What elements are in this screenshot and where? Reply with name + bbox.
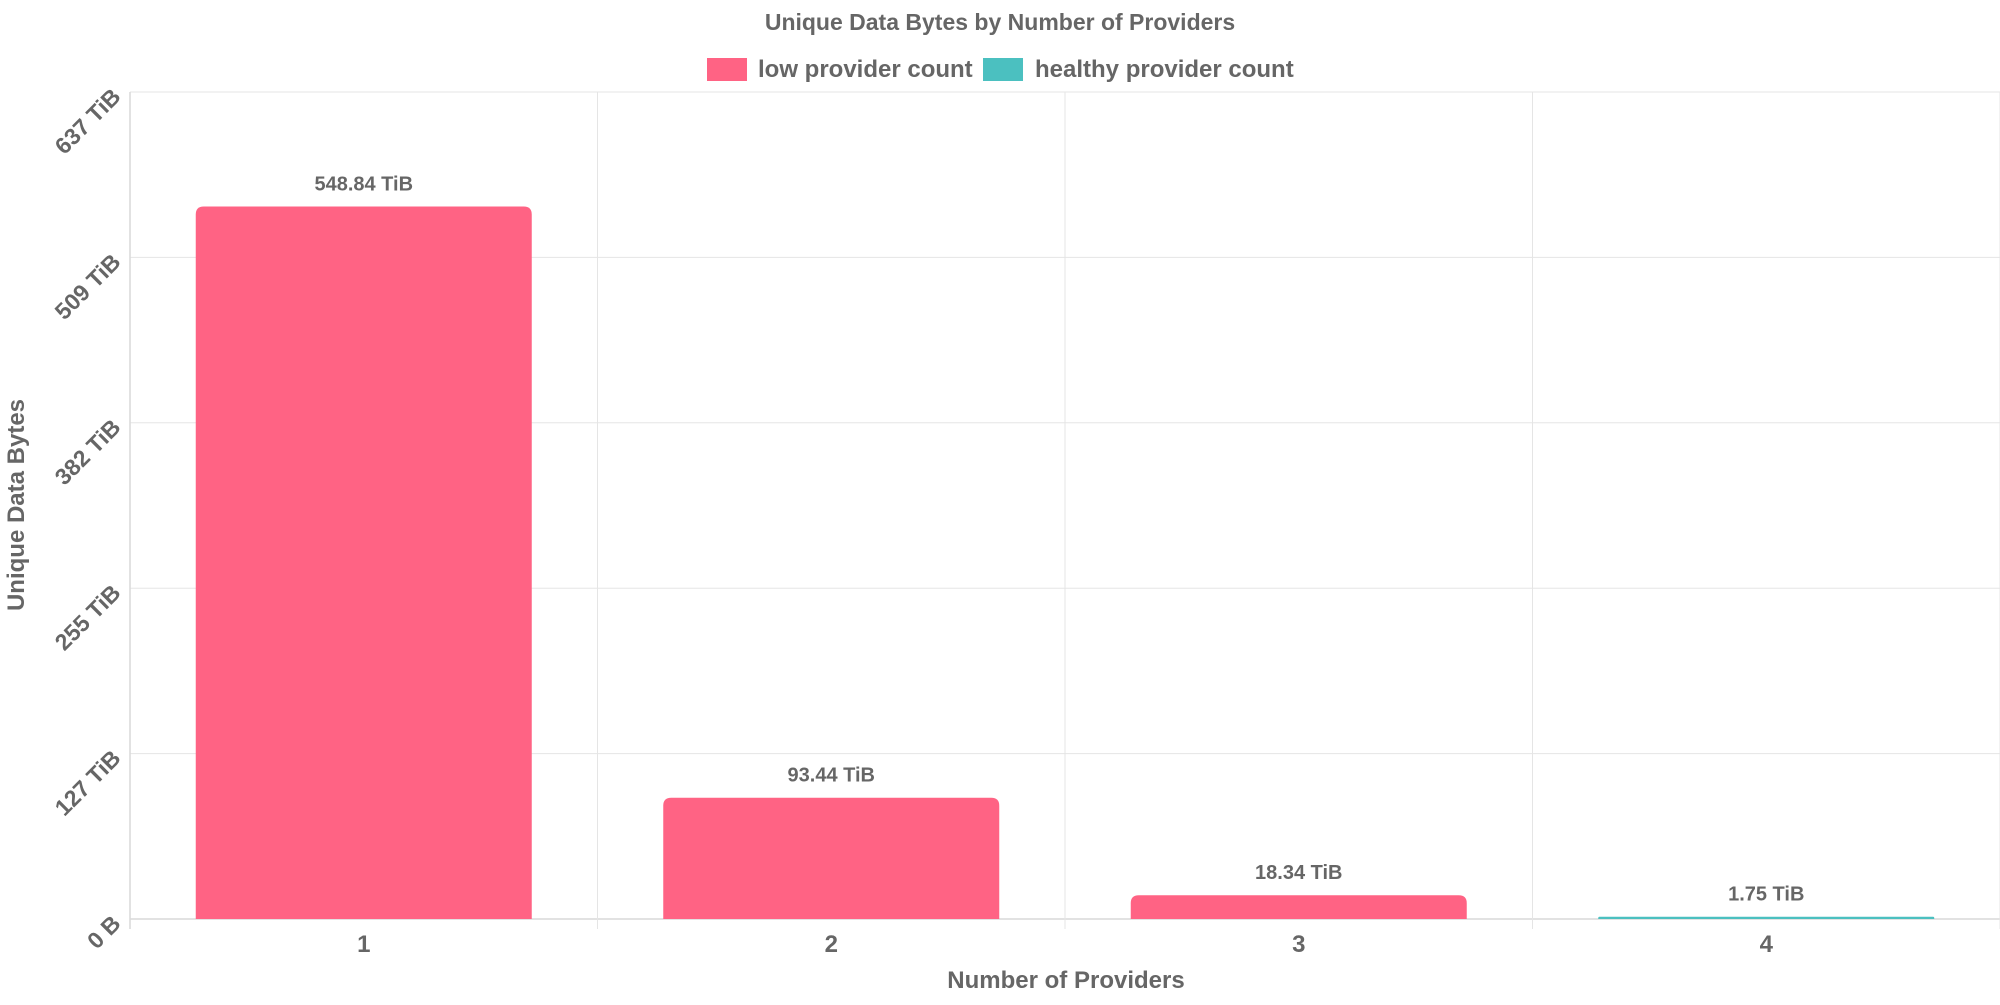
legend-swatch-0	[707, 58, 747, 81]
data-label-3: 18.34 TiB	[1255, 862, 1342, 884]
data-label-2: 93.44 TiB	[788, 765, 875, 787]
y-tick-5: 637 TiB	[50, 83, 126, 159]
bar-1	[195, 206, 532, 920]
x-tick-1: 1	[357, 931, 370, 958]
legend: low provider count healthy provider count	[707, 56, 1294, 83]
bar-2	[663, 797, 1000, 919]
y-tick-2: 255 TiB	[50, 579, 126, 655]
legend-swatch-1	[983, 58, 1023, 81]
data-label-1: 548.84 TiB	[314, 173, 413, 195]
chart-title: Unique Data Bytes by Number of Providers	[765, 9, 1235, 35]
x-axis-ticks: 1 2 3 4	[357, 931, 1774, 958]
legend-label-1: healthy provider count	[1035, 56, 1294, 83]
x-tick-4: 4	[1760, 931, 1774, 958]
y-tick-1: 127 TiB	[50, 745, 126, 821]
y-axis-title: Unique Data Bytes	[3, 399, 30, 611]
bar-4	[1598, 916, 1935, 919]
y-tick-3: 382 TiB	[50, 414, 126, 490]
legend-label-0: low provider count	[758, 56, 973, 83]
x-tick-2: 2	[825, 931, 838, 958]
bars	[195, 206, 1935, 920]
x-axis-title: Number of Providers	[947, 967, 1184, 994]
y-tick-4: 509 TiB	[50, 249, 126, 325]
y-tick-0: 0 B	[82, 910, 126, 954]
y-axis-ticks: 0 B 127 TiB 255 TiB 382 TiB 509 TiB 637 TiB	[50, 83, 126, 954]
data-labels: 548.84 TiB 93.44 TiB 18.34 TiB 1.75 TiB	[314, 173, 1804, 905]
x-tick-3: 3	[1292, 931, 1305, 958]
data-label-4: 1.75 TiB	[1728, 884, 1804, 906]
bar-3	[1130, 895, 1467, 919]
